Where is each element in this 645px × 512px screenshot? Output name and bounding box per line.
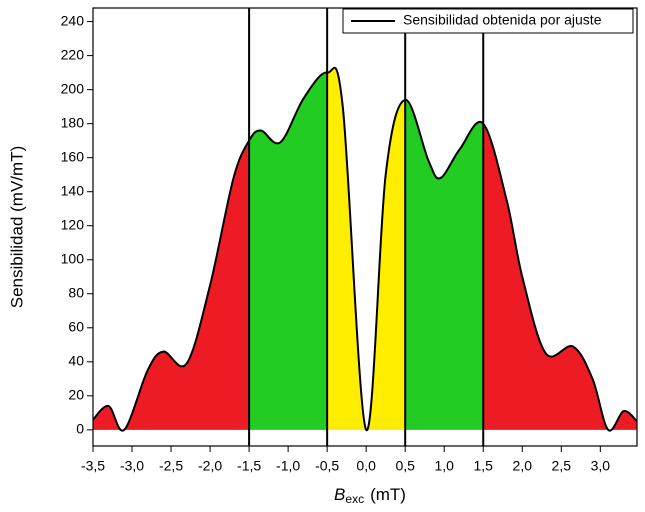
y-tick-label: 220: [61, 46, 85, 62]
x-tick-label: -2,5: [159, 458, 183, 474]
x-tick-label: -2,0: [198, 458, 222, 474]
plot-frame: [92, 7, 638, 447]
y-tick-label: 20: [68, 387, 84, 403]
x-label-symbol: B: [334, 485, 345, 504]
y-tick-label: 60: [68, 318, 84, 334]
y-tick-label: 100: [61, 250, 85, 266]
region-fill: [483, 123, 637, 431]
x-tick-label: 1,0: [434, 458, 454, 474]
y-tick-label: 160: [61, 148, 85, 164]
legend-label: Sensibilidad obtenida por ajuste: [403, 12, 602, 28]
x-tick-label: -3,0: [120, 458, 144, 474]
x-label-subscript: exc: [345, 492, 364, 506]
x-tick-label: 0,0: [356, 458, 376, 474]
x-tick-label: 1,5: [474, 458, 494, 474]
y-tick-label: 40: [68, 353, 84, 369]
x-tick-label: 3,0: [591, 458, 611, 474]
x-tick-label: -1,5: [237, 458, 261, 474]
legend: Sensibilidad obtenida por ajuste: [342, 8, 634, 34]
y-tick-label: 120: [61, 216, 85, 232]
x-tick-label: 2,5: [552, 458, 572, 474]
region-fill: [93, 140, 250, 431]
x-tick-label: 0,5: [395, 458, 415, 474]
region-fill: [405, 99, 484, 430]
x-tick-label: -3,5: [81, 458, 105, 474]
y-tick-label: 80: [68, 284, 84, 300]
x-label-unit: (mT): [370, 485, 406, 504]
y-axis-label: Sensibilidad (mV/mT): [7, 146, 26, 309]
region-fill: [249, 72, 328, 430]
x-tick-label: -0,5: [315, 458, 339, 474]
y-tick-label: 240: [61, 12, 85, 28]
y-tick-label: 200: [61, 80, 85, 96]
x-tick-label: 2,0: [513, 458, 533, 474]
x-tick-label: -1,0: [276, 458, 300, 474]
y-tick-label: 0: [76, 421, 84, 437]
line: [92, 66, 638, 432]
y-tick-label: 180: [61, 114, 85, 130]
y-tick-label: 140: [61, 182, 85, 198]
x-axis-label: Bexc (mT): [334, 485, 406, 506]
